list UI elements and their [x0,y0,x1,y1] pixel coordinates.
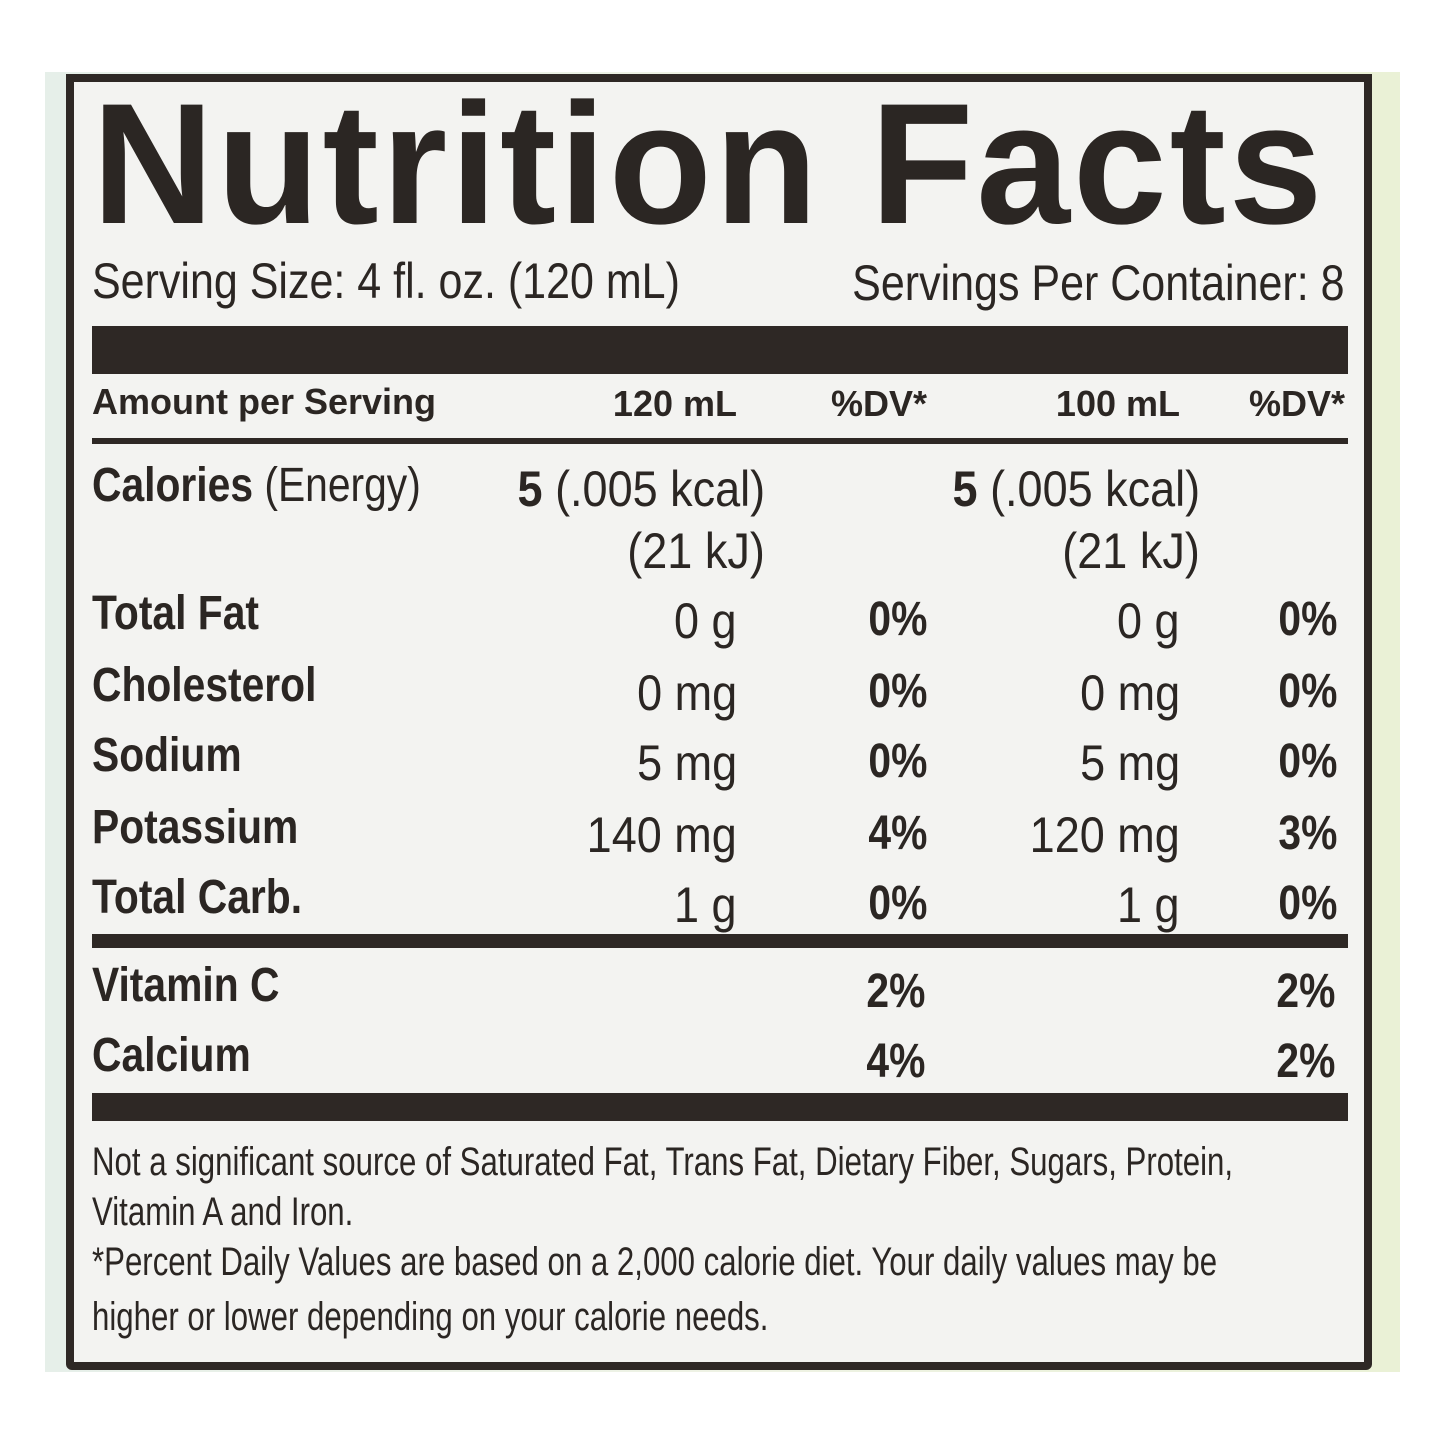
calories-v2-num: 5 [952,461,978,517]
nutrient-dv-120ml: 0% [868,735,927,788]
nutrient-value-120ml: 0 g [674,593,737,649]
nutrient-value-120ml: 1 g [674,877,737,933]
nutrient-dv-120ml: 0% [868,593,927,646]
thick-divider [92,934,1348,948]
nutrient-dv-100ml: 3% [1278,807,1337,860]
nutrient-dv-120ml: 0% [868,877,927,930]
nutrient-value-120ml: 140 mg [586,807,737,863]
calories-v2-kcal: (.005 kcal) [989,461,1200,517]
nutrient-dv-100ml: 0% [1278,877,1337,930]
calories-v1-kj: (21 kJ) [627,523,765,579]
nutrient-name: Cholesterol [92,659,317,712]
vitamin-dv-120ml: 2% [866,965,925,1018]
nutrient-name: Total Fat [92,587,259,640]
header-col1: 120 mL [612,383,737,424]
nutrient-value-120ml: 0 mg [636,665,737,721]
calories-v1-kcal: (.005 kcal) [554,461,765,517]
header-dv2: %DV* [1248,383,1345,424]
calories-sub: (Energy) [264,459,421,512]
footnote-line: Not a significant source of Saturated Fa… [92,1140,1234,1184]
nutrition-label [66,74,1372,1370]
footnote-line: higher or lower depending on your calori… [92,1295,769,1339]
nutrient-value-100ml: 5 mg [1079,735,1180,791]
vitamin-name: Calcium [92,1029,251,1082]
calories-v1: 5 (.005 kcal) [517,464,765,514]
nutrient-dv-100ml: 0% [1278,593,1337,646]
nutrient-value-100ml: 0 mg [1079,665,1180,721]
thick-divider [92,326,1348,374]
header-col2: 100 mL [1055,383,1180,424]
calories-v1-num: 5 [517,461,543,517]
thick-divider [92,1093,1348,1121]
calories-name: Calories [92,459,254,512]
vitamin-name: Vitamin C [92,959,280,1012]
nutrient-value-100ml: 120 mg [1029,807,1180,863]
header-dv1: %DV* [830,383,927,424]
calories-label: Calories (Energy) [92,462,421,510]
vitamin-dv-100ml: 2% [1276,1035,1335,1088]
serving-size: Serving Size: 4 fl. oz. (120 mL) [92,253,680,309]
calories-v2-kj: (21 kJ) [1062,523,1200,579]
servings-per-container: Servings Per Container: 8 [852,255,1345,311]
nutrient-value-100ml: 1 g [1117,877,1180,933]
nutrient-value-120ml: 5 mg [636,735,737,791]
nutrient-name: Potassium [92,801,299,854]
nutrient-dv-100ml: 0% [1278,665,1337,718]
footnote-line: Vitamin A and Iron. [92,1190,354,1234]
vitamin-dv-120ml: 4% [866,1035,925,1088]
nutrient-name: Total Carb. [92,871,303,924]
nutrient-name: Sodium [92,729,242,782]
label-title: Nutrition Facts [92,68,1326,260]
vitamin-dv-100ml: 2% [1276,965,1335,1018]
nutrient-value-100ml: 0 g [1117,593,1180,649]
nutrient-dv-120ml: 0% [868,665,927,718]
nutrient-dv-120ml: 4% [868,807,927,860]
footnote-line: *Percent Daily Values are based on a 2,0… [92,1240,1218,1284]
divider [92,438,1348,444]
calories-v2: 5 (.005 kcal) [952,464,1200,514]
nutrient-dv-100ml: 0% [1278,735,1337,788]
header-amount: Amount per Serving [92,381,437,422]
